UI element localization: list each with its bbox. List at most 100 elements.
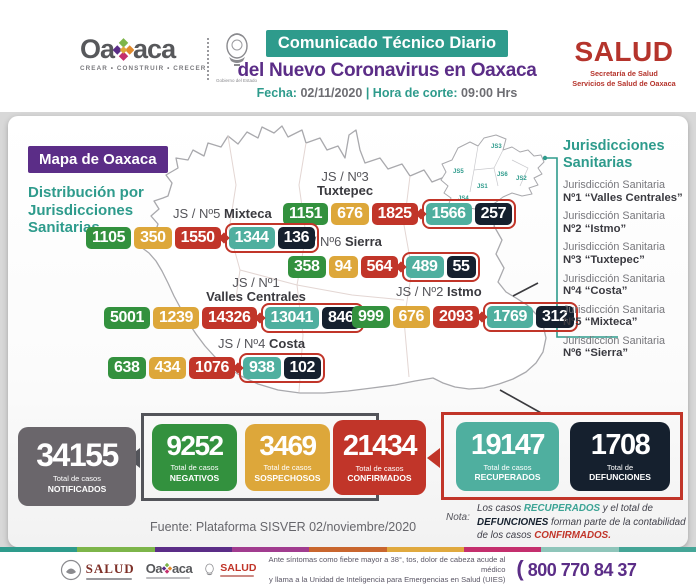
label-istmo: JS / Nº2 Istmo	[396, 284, 482, 299]
sidebar-item-sierra: Jurisdicción Sanitaria Nº6 “Sierra”	[563, 334, 666, 360]
label-mixteca: JS / Nº5 Mixteca	[173, 206, 272, 221]
confirmados-value: 2093	[433, 306, 479, 328]
date-value: 02/11/2020	[300, 86, 363, 100]
sidebar-item-valles-centrales: Jurisdicción Sanitaria Nº1 “Valles Centr…	[563, 179, 683, 205]
sospechosos-value: 676	[392, 306, 430, 328]
salud-logo-title: SALUD	[574, 36, 674, 67]
total-confirmados: 21434 Total de casos CONFIRMADOS	[333, 420, 426, 495]
oaxaca-logo-text-2: aca	[133, 34, 176, 64]
total-notificados: 34155 Total de casos NOTIFICADOS	[18, 427, 136, 506]
recuperados-value: 1566	[425, 203, 472, 225]
source-text: Fuente: Plataforma SISVER 02/noviembre/2…	[150, 520, 417, 534]
gov-salud-word: SALUD	[85, 560, 135, 576]
date-separator: |	[365, 86, 370, 100]
sospechosos-value: 94	[328, 256, 358, 278]
oaxaca-logo: Oa aca CREAR • CONSTRUIR • CRECER	[80, 34, 207, 73]
oaxaca-logo-text-1: Oa	[80, 34, 115, 64]
salud-red-microtext	[220, 574, 255, 577]
negativos-value: 999	[352, 306, 390, 328]
sospechosos-value: 434	[148, 357, 186, 379]
sospechosos-value: 1239	[153, 307, 199, 329]
sidebar-item-mixteca: Jurisdicción Sanitaria Nº5 “Mixteca”	[563, 303, 666, 329]
negativos-value: 638	[108, 357, 146, 379]
bottom-bar: SALUD Oa aca SALUD	[0, 552, 696, 588]
region-row-costa: 638 434 1076 938 102	[108, 353, 325, 383]
phone-number: 800 770 84 37	[527, 559, 637, 580]
sidebar-title: Jurisdicciones Sanitarias	[563, 138, 665, 171]
salud-red-word: SALUD	[220, 562, 257, 575]
cutoff-label: Hora de corte:	[372, 86, 458, 100]
defunciones-value: 55	[446, 256, 476, 278]
health-advice-text: Ante síntomas como fiebre mayor a 38°, t…	[268, 554, 506, 585]
gov-salud-microtext	[85, 577, 132, 580]
recuperados-value: 1769	[487, 306, 533, 328]
recuperados-value: 489	[406, 256, 444, 278]
defunciones-value: 136	[277, 227, 316, 249]
defunciones-value: 102	[283, 357, 321, 379]
sidebar-item-tuxtepec: Jurisdicción Sanitaria Nº3 “Tuxtepec”	[563, 241, 666, 267]
connector-chevron-right	[427, 448, 440, 468]
region-row-istmo: 999 676 2093 1769 312	[352, 302, 578, 332]
confirmados-value: 1825	[371, 203, 418, 225]
sidebar-item-costa: Jurisdicción Sanitaria Nº4 “Costa”	[563, 272, 666, 298]
salud-logo-line2: Servicios de Salud de Oaxaca	[572, 78, 676, 88]
confirmados-value: 1550	[174, 227, 221, 249]
recuperados-value: 13041	[264, 307, 319, 329]
title-banner: Comunicado Técnico Diario	[265, 30, 509, 57]
total-negativos: 9252 Total de casos NEGATIVOS	[152, 424, 237, 491]
hotline: ( 800 770 84 37	[516, 556, 637, 581]
state-crest-caption: Gobierno del Estado	[216, 78, 258, 83]
gov-seal-icon	[60, 559, 81, 581]
label-tuxtepec: JS / Nº3 Tuxtepec	[316, 169, 374, 199]
header-title-block: Comunicado Técnico Diario del Nuevo Coro…	[232, 30, 542, 100]
recuperados-defunciones-group: 489 55	[402, 252, 480, 282]
recuperados-defunciones-group: 1344 136	[224, 223, 320, 253]
confirmados-value: 1076	[189, 357, 235, 379]
jurisdictions-sidebar: Jurisdicciones Sanitarias Jurisdicción S…	[563, 138, 689, 366]
sospechosos-value: 350	[134, 227, 172, 249]
negativos-value: 5001	[104, 307, 150, 329]
recuperados-defunciones-group: 938 102	[239, 353, 325, 383]
recuperados-defunciones-group: 1566 257	[421, 199, 517, 229]
oaxaca-mini-logo: Oa aca	[145, 561, 193, 579]
oaxaca-mini-microtext	[145, 577, 190, 579]
recuperados-value: 1344	[228, 227, 275, 249]
region-row-valles-centrales: 5001 1239 14326 13041 846	[104, 303, 364, 333]
page-subtitle: del Nuevo Coronavirus en Oaxaca	[237, 60, 537, 81]
gov-salud-logo: SALUD	[60, 559, 135, 581]
note-text: Los casos RECUPERADOS y el total de DEFU…	[477, 503, 686, 542]
defunciones-value: 257	[474, 203, 513, 225]
oaxaca-star-icon	[113, 37, 135, 61]
negativos-value: 1151	[283, 203, 329, 225]
sidebar-item-istmo: Jurisdicción Sanitaria Nº2 “Istmo”	[563, 210, 666, 236]
negativos-value: 358	[288, 256, 326, 278]
map-subtitle: Distribución por Jurisdicciones Sanitari…	[28, 184, 144, 237]
recuperados-defunciones-group: 13041 846	[260, 303, 364, 333]
phone-icon: (	[516, 556, 524, 581]
cutoff-value: 09:00 Hrs	[461, 86, 518, 100]
header: Oa aca CREAR • CONSTRUIR • CRECER	[0, 0, 696, 112]
negativos-value: 1105	[86, 227, 132, 249]
region-row-mixteca: 1105 350 1550 1344 136	[86, 223, 320, 253]
label-costa: JS / Nº4 Costa	[218, 336, 306, 351]
state-crest-icon: Gobierno del Estado	[216, 30, 257, 83]
date-line: Fecha: 02/11/2020 | Hora de corte: 09:00…	[232, 86, 542, 100]
map-title-badge: Mapa de Oaxaca	[28, 146, 168, 173]
oaxaca-star-icon	[162, 563, 173, 574]
region-row-sierra: 358 94 564 489 55	[288, 252, 480, 282]
date-label: Fecha:	[256, 86, 297, 100]
salud-logo-line1: Secretaría de Salud	[590, 69, 658, 78]
salud-logo: SALUD Secretaría de Salud Servicios de S…	[558, 38, 690, 89]
total-sospechosos: 3469 Total de casos SOSPECHOSOS	[245, 424, 330, 491]
oaxaca-logo-tagline: CREAR • CONSTRUIR • CRECER	[80, 65, 207, 72]
confirmed-group-frame	[441, 412, 683, 500]
header-divider	[207, 38, 209, 80]
salud-oaxaca-mini-logo: SALUD	[203, 562, 256, 579]
note-label: Nota:	[446, 512, 470, 523]
recuperados-value: 938	[243, 357, 281, 379]
total-defunciones: 1708 Total de DEFUNCIONES	[570, 422, 670, 491]
state-crest-icon	[205, 563, 214, 575]
total-recuperados: 19147 Total de casos RECUPERADOS	[456, 422, 559, 491]
sospechosos-value: 676	[331, 203, 369, 225]
